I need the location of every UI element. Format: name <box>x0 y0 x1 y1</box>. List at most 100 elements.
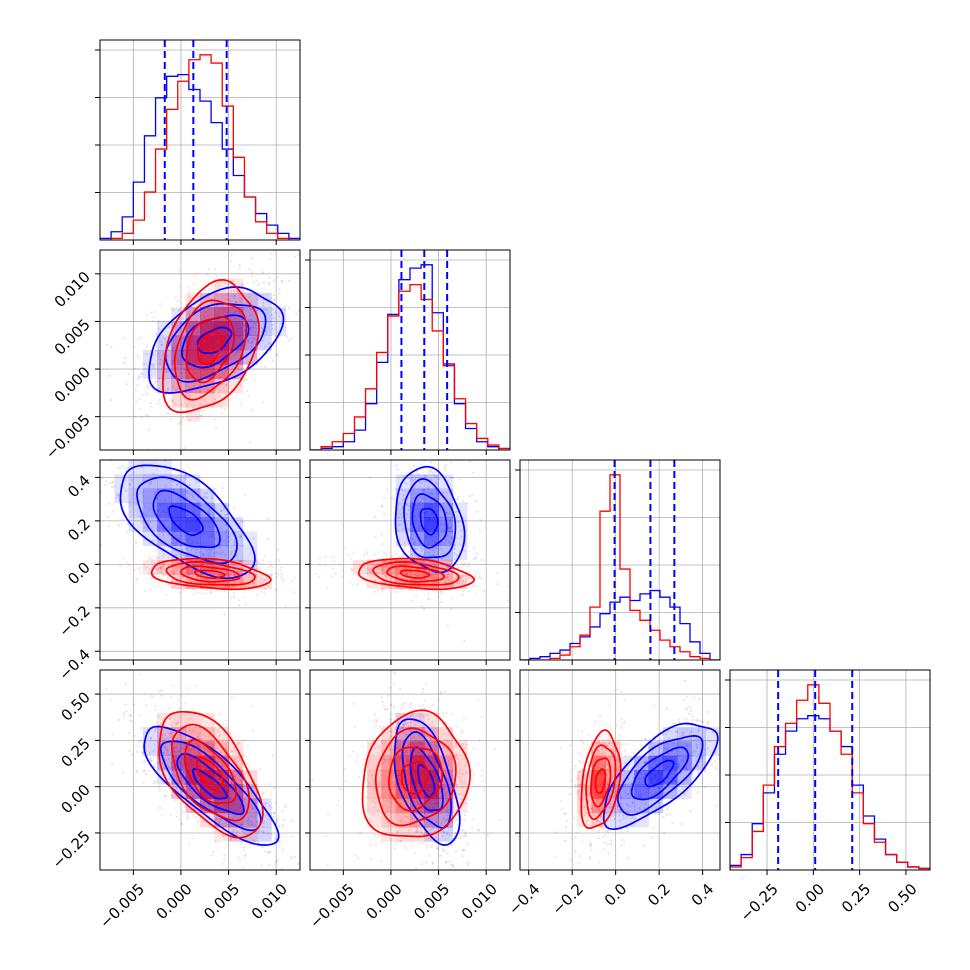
sample-point <box>410 587 413 591</box>
sample-point <box>464 833 467 836</box>
sample-point <box>384 575 387 578</box>
sample-point <box>460 561 463 565</box>
sample-point <box>250 807 253 810</box>
sample-point <box>261 792 264 795</box>
sample-point <box>372 800 375 803</box>
sample-point <box>380 590 384 593</box>
sample-point <box>722 780 724 782</box>
sample-point <box>232 288 235 291</box>
sample-point <box>190 810 193 813</box>
density-bin <box>395 502 411 518</box>
sample-point <box>174 750 177 754</box>
sample-point <box>607 851 610 855</box>
sample-point <box>208 268 211 271</box>
sample-point <box>414 831 418 834</box>
sample-point <box>373 747 377 750</box>
sample-point <box>444 511 448 514</box>
sample-point <box>157 714 160 718</box>
sample-point <box>369 858 373 861</box>
sample-point <box>407 725 410 728</box>
sample-point <box>697 790 700 794</box>
sample-point <box>212 379 215 382</box>
sample-point <box>432 549 435 552</box>
sample-point <box>375 571 379 574</box>
sample-point <box>429 571 432 574</box>
sample-point <box>126 561 129 564</box>
panel-frame <box>309 249 511 451</box>
sample-point <box>466 579 469 582</box>
sample-point <box>220 406 223 409</box>
sample-point <box>430 737 433 740</box>
sample-point <box>422 560 425 563</box>
sample-point <box>238 306 241 309</box>
sample-point <box>250 345 253 348</box>
sample-point <box>176 815 179 818</box>
grid-lines <box>730 679 930 823</box>
sample-point <box>431 720 434 723</box>
grid-lines <box>766 670 907 870</box>
sample-point <box>434 440 436 442</box>
sample-point <box>190 571 193 574</box>
sample-point <box>402 528 405 531</box>
density-bin <box>242 812 258 828</box>
sample-point <box>138 375 142 378</box>
contour-line <box>192 768 228 800</box>
sample-point <box>445 711 448 714</box>
sample-point <box>403 720 406 724</box>
sample-point <box>300 863 302 865</box>
sample-point <box>414 866 418 870</box>
sample-point <box>158 565 161 568</box>
sample-point <box>242 754 245 757</box>
sample-point <box>449 537 452 540</box>
sample-point <box>285 335 288 338</box>
sample-point <box>368 559 371 562</box>
sample-point <box>267 851 270 854</box>
sample-point <box>272 298 276 301</box>
sample-point <box>423 577 427 581</box>
sample-point <box>177 536 180 540</box>
sample-point <box>226 312 229 315</box>
sample-point <box>449 542 452 545</box>
sample-point <box>224 407 227 411</box>
sample-point <box>436 492 439 495</box>
scatter-panel-1-2 <box>305 440 511 665</box>
sample-point <box>270 833 273 836</box>
sample-point <box>667 729 670 733</box>
sample-point <box>185 571 188 574</box>
sample-point <box>227 739 230 742</box>
sample-point <box>445 576 448 579</box>
sample-point <box>194 684 197 688</box>
sample-point <box>205 273 209 276</box>
sample-point <box>463 562 466 565</box>
sample-point <box>206 564 209 567</box>
sample-point <box>245 301 248 305</box>
sample-point <box>481 590 484 593</box>
sample-point <box>417 751 420 754</box>
grid-lines <box>342 250 487 450</box>
sample-point <box>177 587 180 590</box>
sample-point <box>165 485 168 488</box>
sample-point <box>160 571 163 574</box>
contour-line <box>159 740 262 832</box>
sample-point <box>413 540 416 544</box>
sample-point <box>191 729 194 732</box>
sample-point <box>325 779 327 781</box>
sample-point <box>250 823 254 826</box>
sample-point <box>268 804 271 807</box>
sample-point <box>135 400 138 403</box>
sample-point <box>146 384 149 387</box>
sample-point <box>215 550 218 553</box>
sample-point <box>223 813 226 816</box>
sample-point <box>453 547 456 550</box>
contour-line <box>195 756 224 791</box>
sample-point <box>564 839 567 842</box>
sample-point <box>445 814 448 817</box>
sample-point <box>256 830 259 833</box>
sample-point <box>210 854 214 857</box>
sample-point <box>407 587 410 591</box>
sample-point <box>166 576 169 579</box>
sample-point <box>421 496 425 499</box>
sample-point <box>216 817 219 821</box>
sample-point <box>127 563 130 567</box>
sample-point <box>455 577 458 580</box>
